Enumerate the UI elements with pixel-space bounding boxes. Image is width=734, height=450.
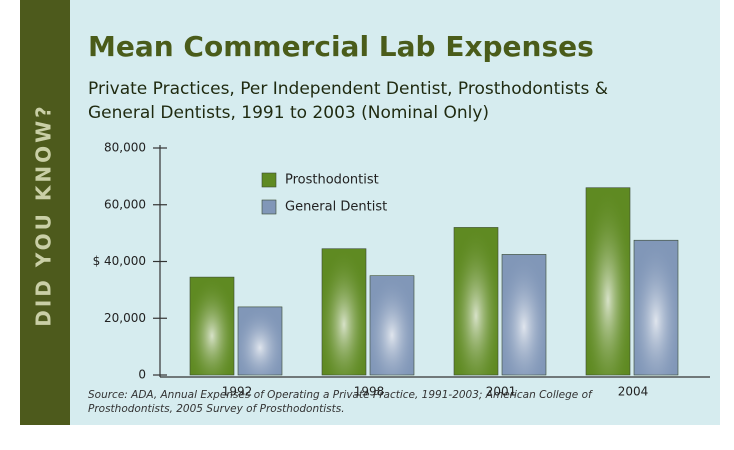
source: Prosthodontists, 2005 Survey of Prosthod… (88, 403, 345, 415)
bar (369, 275, 415, 376)
bar (453, 227, 499, 376)
bar (321, 248, 367, 376)
subtitle: Private Practices, Per Independent Denti… (88, 79, 608, 99)
x-tick-label: 1998 (354, 385, 385, 399)
x-tick-label: 1992 (222, 385, 253, 399)
bar (585, 187, 631, 376)
legend-swatch (261, 199, 277, 215)
source: Source: ADA, Annual Expenses of Operatin… (88, 389, 594, 401)
y-tick-label: 80,000 (104, 141, 146, 155)
sidebar (20, 0, 70, 425)
y-tick-label: 0 (138, 368, 146, 382)
subtitle: General Dentists, 1991 to 2003 (Nominal … (88, 103, 489, 123)
x-tick-label: 2001 (486, 385, 517, 399)
y-tick-label: $ 40,000 (93, 254, 146, 268)
bar (501, 254, 547, 376)
bar (633, 239, 679, 376)
legend-swatch (261, 172, 277, 188)
x-tick-label: 2004 (618, 385, 649, 399)
legend-label: Prosthodontist (285, 173, 379, 188)
y-tick-label: 60,000 (104, 197, 146, 211)
legend-label: General Dentist (285, 200, 387, 215)
bar (189, 276, 235, 376)
sidebar-text: DID YOU KNOW? (32, 103, 56, 326)
y-tick-label: 20,000 (104, 311, 146, 325)
bar (237, 306, 283, 376)
chart-title: Mean Commercial Lab Expenses (88, 30, 594, 63)
